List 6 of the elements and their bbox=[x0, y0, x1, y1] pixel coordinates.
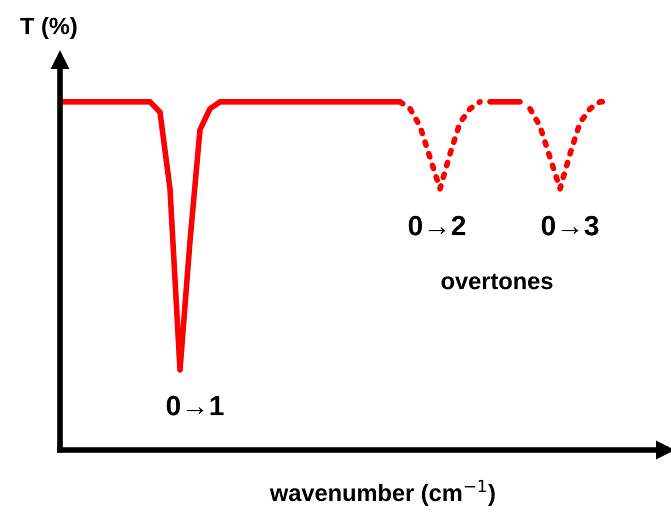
annotation: 0→3 bbox=[542, 216, 598, 236]
y-axis-title: T (%) bbox=[20, 16, 77, 40]
x-axis-title: wavenumber (cm$^{−1}$) bbox=[270, 480, 495, 506]
annotation: overtones bbox=[442, 274, 552, 290]
annotation: 0→1 bbox=[166, 396, 224, 416]
annotation: 0→2 bbox=[408, 216, 466, 236]
